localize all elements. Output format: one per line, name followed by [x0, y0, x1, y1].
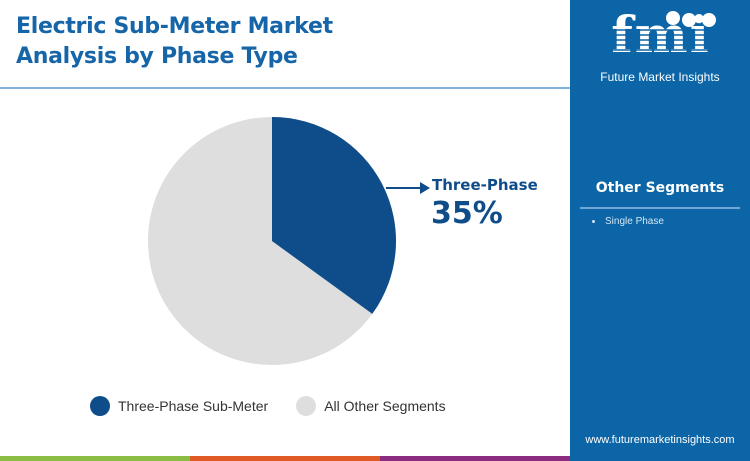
- other-segments-divider: [580, 207, 740, 209]
- legend-swatch-three-phase: [90, 396, 110, 416]
- pie-chart: [148, 117, 396, 365]
- legend-item-three-phase: Three-Phase Sub-Meter: [90, 396, 268, 416]
- other-segment-item: Single Phase: [592, 216, 664, 227]
- brand-name: Future Market Insights: [600, 70, 720, 84]
- callout-value: 35%: [431, 196, 503, 231]
- bar-orange: [190, 456, 380, 461]
- legend-item-other: All Other Segments: [296, 396, 446, 416]
- title-line-1: Electric Sub-Meter Market: [16, 14, 333, 39]
- callout-arrow-icon: [386, 182, 430, 194]
- other-segments-title: Other Segments: [595, 180, 725, 196]
- bullet-icon: [592, 219, 595, 223]
- website-url: www.futuremarketinsights.com: [585, 434, 735, 446]
- fmi-logo-icon: fmi: [596, 8, 726, 56]
- title-divider: [0, 87, 570, 89]
- chart-legend: Three-Phase Sub-Meter All Other Segments: [90, 396, 474, 416]
- title-line-2: Analysis by Phase Type: [16, 44, 298, 69]
- bar-purple: [380, 456, 570, 461]
- legend-label: All Other Segments: [324, 398, 446, 414]
- legend-swatch-other: [296, 396, 317, 416]
- svg-text:fmi: fmi: [611, 8, 710, 56]
- pie-slice-three-phase: [272, 117, 396, 314]
- page-title: Electric Sub-Meter Market Analysis by Ph…: [16, 12, 396, 72]
- callout-label: Three-Phase: [432, 176, 538, 194]
- bottom-color-bar: [0, 456, 570, 461]
- legend-label: Three-Phase Sub-Meter: [118, 398, 269, 414]
- bar-green: [0, 456, 190, 461]
- side-panel: fmi Future Market Insights Other Segment…: [570, 0, 750, 461]
- other-segment-label: Single Phase: [605, 216, 664, 227]
